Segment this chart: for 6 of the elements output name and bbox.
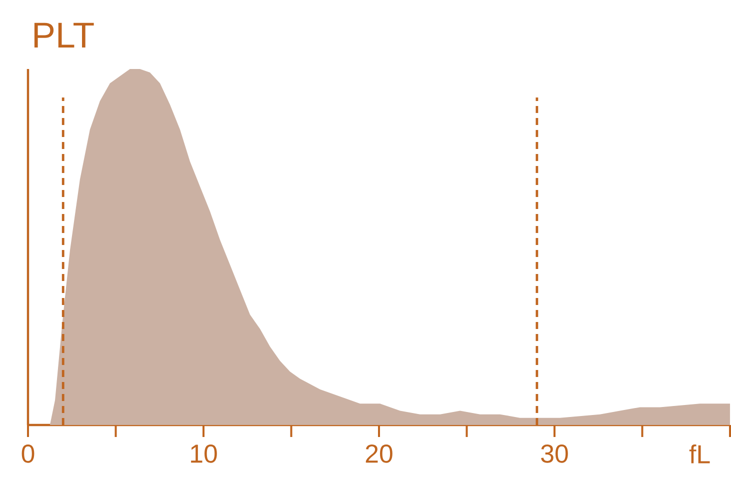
x-tick-label: 20 [366, 444, 392, 463]
chart-title: PLT [34, 22, 94, 48]
x-axis-title: fL [689, 444, 710, 464]
x-tick-label: 10 [191, 444, 217, 463]
x-tick-label: 0 [22, 444, 34, 463]
x-tick-label: 30 [541, 444, 568, 463]
